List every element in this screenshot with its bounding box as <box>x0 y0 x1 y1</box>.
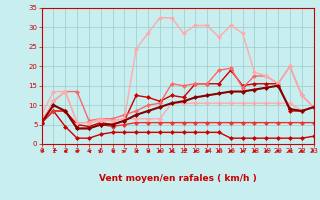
X-axis label: Vent moyen/en rafales ( km/h ): Vent moyen/en rafales ( km/h ) <box>99 174 256 183</box>
